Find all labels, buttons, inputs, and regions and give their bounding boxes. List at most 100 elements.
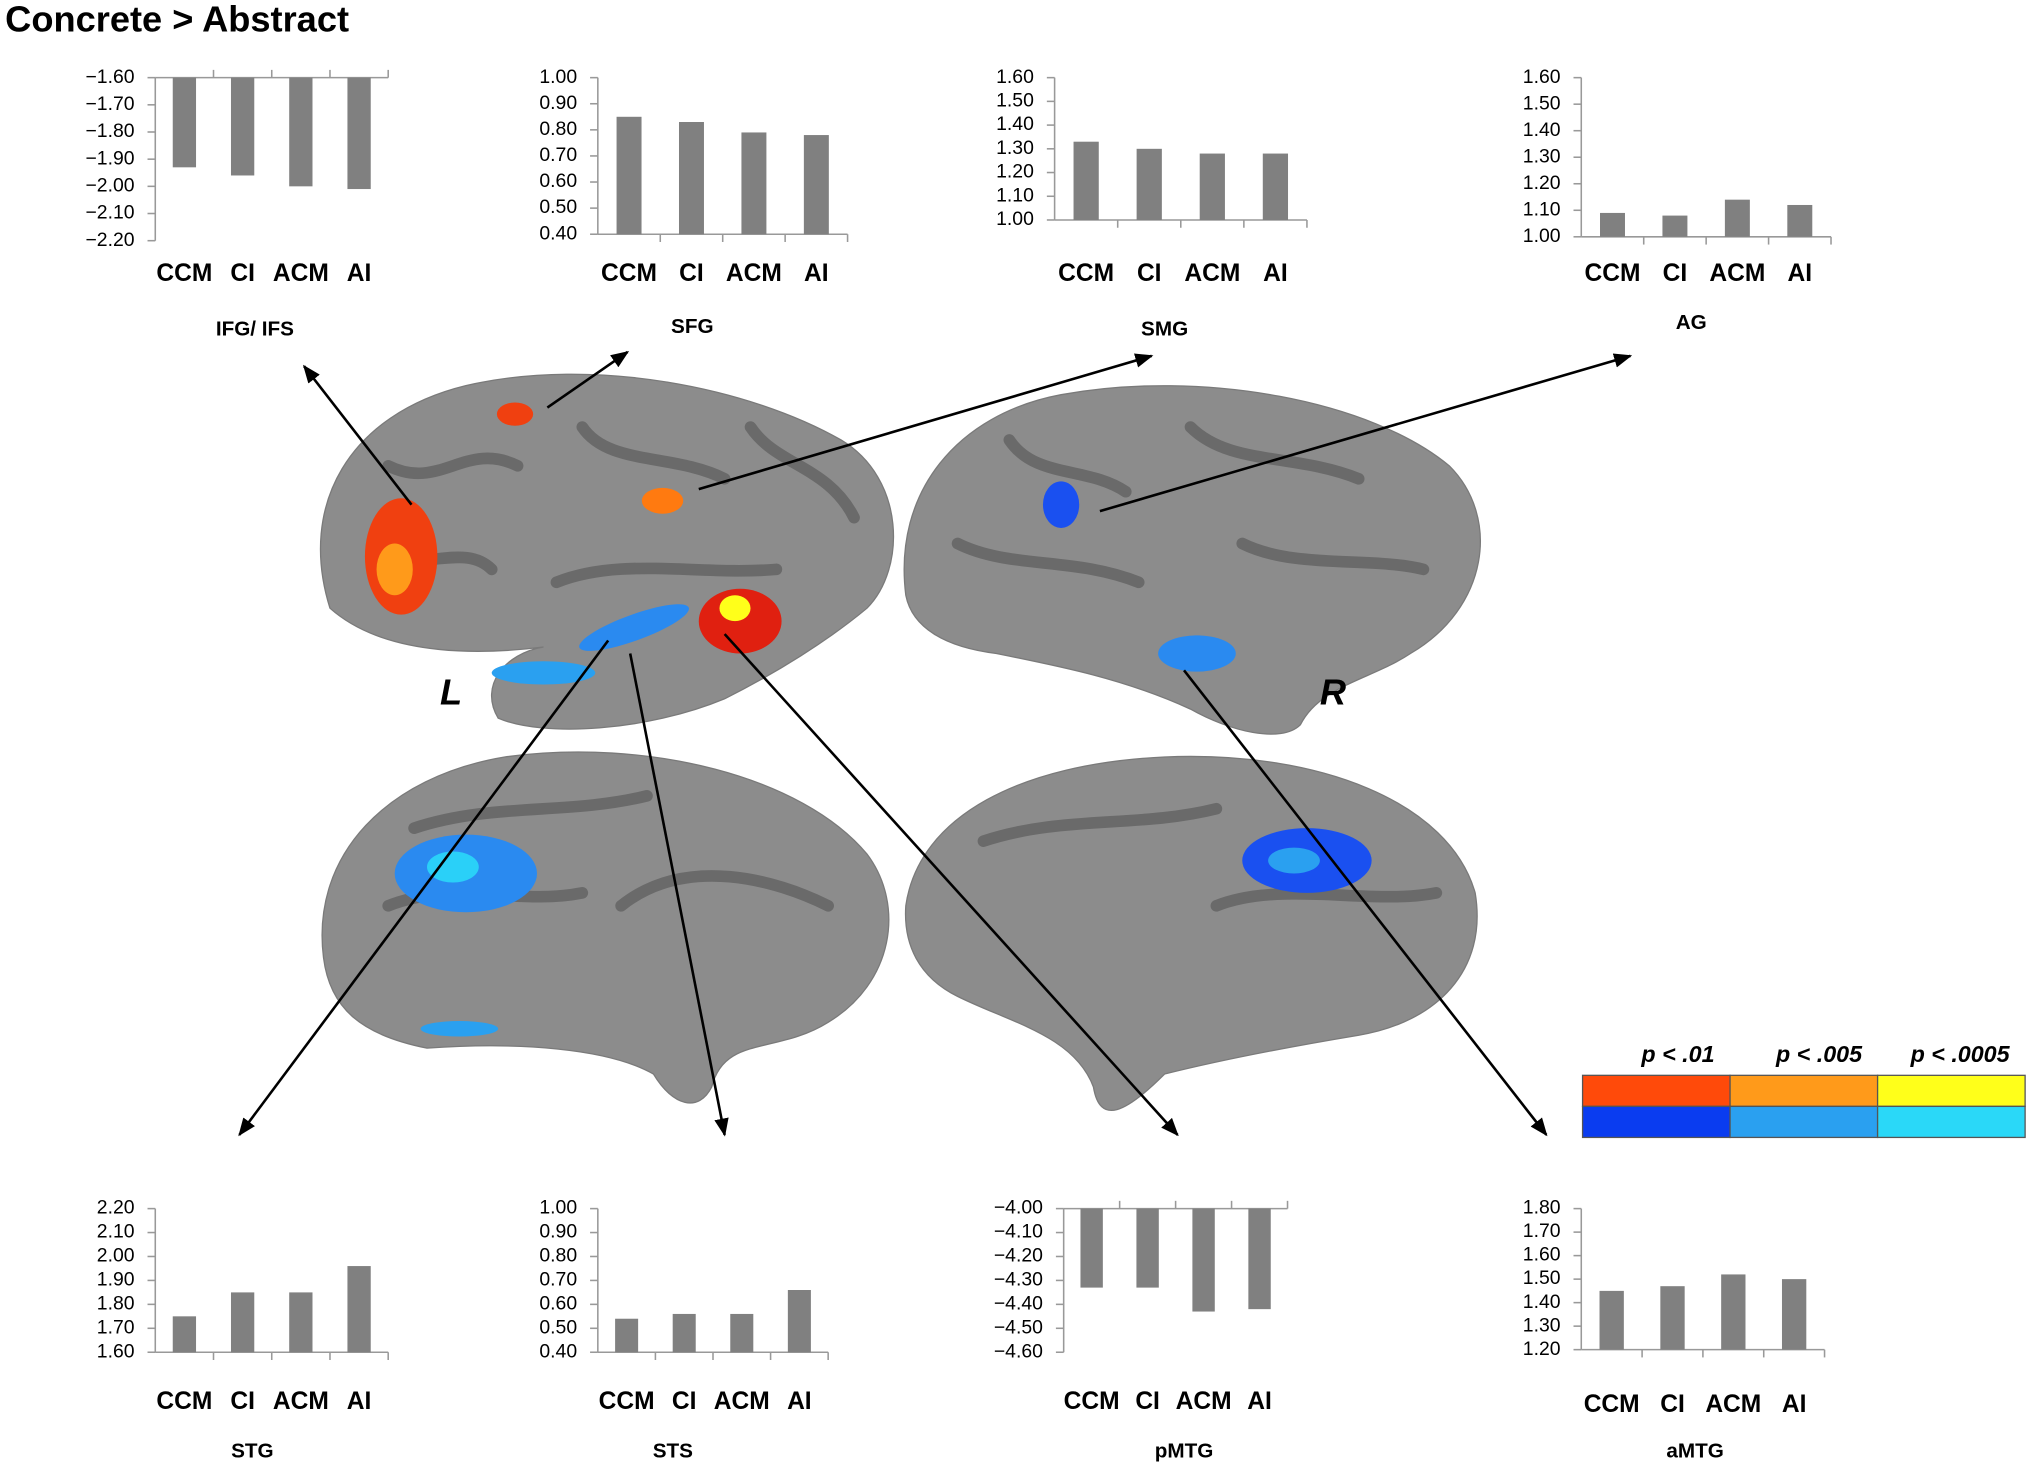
x-tick-label: CI	[230, 260, 255, 287]
x-tick-label: ACM	[726, 260, 782, 287]
bar	[1599, 1290, 1624, 1350]
y-tick-label: 0.70	[539, 144, 577, 166]
bar	[1660, 1286, 1685, 1350]
y-tick-label: 1.50	[996, 89, 1034, 111]
y-tick-label: −4.40	[994, 1292, 1043, 1314]
bar	[803, 135, 829, 235]
y-tick-label: 1.60	[1523, 66, 1561, 88]
bar	[672, 1313, 696, 1353]
bar	[1787, 204, 1813, 237]
y-tick-label: 1.00	[539, 1197, 577, 1219]
y-tick-label: 1.40	[1523, 1291, 1561, 1313]
chart-title: aMTG	[1666, 1439, 1723, 1462]
y-tick-label: −1.60	[85, 66, 134, 88]
legend-swatch	[1876, 1074, 2026, 1108]
chart-title: IFG/ IFS	[216, 317, 294, 340]
x-tick-label: AI	[1782, 1391, 1807, 1418]
y-tick-label: 1.80	[1523, 1197, 1561, 1219]
y-tick-label: 0.80	[539, 1245, 577, 1267]
legend-label: p < .01	[1640, 1041, 1714, 1067]
x-tick-label: CI	[679, 260, 704, 287]
bar-chart: −4.60−4.50−4.40−4.30−4.20−4.10−4.00 CCM CI…	[994, 1197, 1289, 1462]
y-tick-label: −1.70	[85, 93, 134, 115]
x-tick-label: CI	[1663, 260, 1688, 287]
bar-chart: 0.40 0.50 0.60 0.70 0.80 0.90 1.00 CCM CI ACM AI SF…	[539, 66, 849, 338]
x-tick-label: CCM	[1584, 1391, 1640, 1418]
bar	[1199, 153, 1225, 220]
chart-title: pMTG	[1155, 1439, 1214, 1462]
y-tick-label: 0.50	[539, 196, 577, 218]
bar	[730, 1313, 754, 1353]
y-tick-label: 1.80	[97, 1292, 135, 1314]
bar-chart: 0.400.500.600.700.800.901.00 CCM CI ACM AI ST…	[539, 1197, 829, 1462]
x-tick-label: CCM	[1584, 260, 1640, 287]
bar	[1136, 1208, 1159, 1288]
x-tick-label: ACM	[1709, 260, 1765, 287]
y-tick-label: 1.00	[1523, 225, 1561, 247]
bar	[1262, 153, 1289, 220]
y-tick-label: 1.40	[1523, 119, 1561, 141]
x-tick-label: ACM	[1184, 260, 1240, 287]
y-tick-label: 1.70	[97, 1316, 135, 1338]
y-tick-label: 1.30	[1523, 1314, 1561, 1336]
bar	[1248, 1208, 1271, 1310]
x-tick-label: AI	[804, 260, 829, 287]
bar	[347, 1266, 371, 1353]
bar	[1781, 1279, 1807, 1350]
y-tick-label: −4.30	[994, 1269, 1043, 1291]
bar	[1192, 1208, 1215, 1312]
bar-chart: 1.201.301.401.501.601.701.80 CCM CI ACM AI aM…	[1523, 1197, 1826, 1462]
figure-title: Concrete > Abstract	[5, 0, 349, 40]
bar	[172, 1316, 197, 1353]
bar	[230, 77, 255, 176]
y-tick-label: 1.70	[1523, 1220, 1561, 1242]
y-tick-label: −1.80	[85, 120, 134, 142]
bar-chart: 1.601.701.801.902.002.102.20 CCM CI ACM AI ST…	[97, 1197, 389, 1462]
chart-title: STG	[231, 1439, 274, 1462]
y-tick-label: −4.50	[994, 1316, 1043, 1338]
y-tick-label: 0.80	[539, 118, 577, 140]
arrows	[238, 350, 1633, 1137]
y-tick-label: 2.10	[97, 1221, 135, 1243]
y-tick-label: 1.20	[1523, 172, 1561, 194]
y-tick-label: 1.00	[539, 66, 577, 88]
bar	[1080, 1208, 1103, 1288]
x-tick-label: ACM	[273, 1388, 329, 1415]
y-tick-label: 0.60	[539, 170, 577, 192]
x-tick-label: CCM	[1058, 260, 1114, 287]
bar-chart: 1.001.101.201.301.401.501.60 CCM CI ACM AI SM…	[996, 66, 1308, 340]
legend-swatch	[1581, 1074, 1731, 1108]
y-tick-label: 0.70	[539, 1269, 577, 1291]
y-tick-label: 1.60	[97, 1340, 135, 1362]
legend-swatch	[1729, 1074, 1879, 1108]
bar	[1721, 1274, 1746, 1350]
bar	[616, 116, 642, 235]
x-tick-label: CCM	[156, 260, 212, 287]
bar	[1662, 215, 1688, 237]
bar	[741, 132, 767, 235]
x-tick-label: CI	[1135, 1388, 1160, 1415]
y-tick-label: 1.50	[1523, 1267, 1561, 1289]
y-tick-label: −2.20	[85, 229, 134, 251]
x-tick-label: AI	[1788, 260, 1813, 287]
legend-label: p < .0005	[1910, 1041, 2011, 1067]
y-tick-label: 1.10	[1523, 198, 1561, 220]
y-tick-label: 1.90	[97, 1269, 135, 1291]
y-tick-label: 1.60	[996, 66, 1034, 88]
x-tick-label: CI	[672, 1388, 697, 1415]
y-tick-label: 1.00	[996, 208, 1034, 230]
bar-chart: 1.00 1.10 1.20 1.30 1.40 1.50 1.60 CCM CI ACM AI AG	[1523, 66, 1832, 334]
y-tick-label: 0.40	[539, 222, 577, 244]
bar	[1073, 141, 1099, 220]
bar-chart: −2.20 −2.10 −2.00 −1.90 −1.80 −1.70 −1.60 CCM CI…	[85, 66, 389, 340]
bar	[1136, 148, 1162, 220]
y-tick-label: −2.00	[85, 174, 134, 196]
x-tick-label: CCM	[601, 260, 657, 287]
y-tick-label: 1.10	[996, 184, 1034, 206]
activation-blobs	[364, 402, 1372, 1037]
threshold-legend: p < .01 p < .005 p < .0005	[1581, 1041, 2026, 1139]
legend-label: p < .005	[1775, 1041, 1863, 1067]
x-tick-label: CCM	[599, 1388, 655, 1415]
y-tick-label: 0.60	[539, 1292, 577, 1314]
x-tick-label: AI	[787, 1388, 812, 1415]
